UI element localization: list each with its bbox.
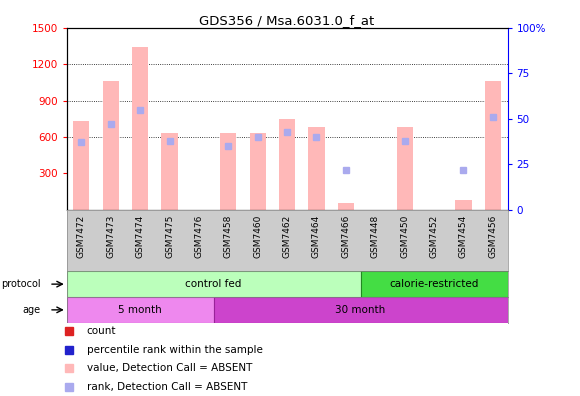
Text: GSM7448: GSM7448 (371, 215, 380, 258)
Text: calorie-restricted: calorie-restricted (389, 279, 478, 289)
Text: GSM7473: GSM7473 (106, 215, 115, 258)
Bar (132, 47, 148, 210)
Bar (103, 81, 119, 210)
Bar (73, 121, 89, 210)
Text: GSM7475: GSM7475 (165, 215, 174, 258)
Bar (309, 127, 325, 210)
Bar (249, 133, 266, 210)
Bar (213, 297, 508, 323)
Text: GSM7460: GSM7460 (253, 215, 262, 258)
Bar (485, 81, 501, 210)
Bar (220, 133, 237, 210)
Bar (361, 271, 508, 297)
Bar (161, 133, 177, 210)
Text: GSM7466: GSM7466 (342, 215, 350, 258)
Bar (455, 200, 472, 210)
Bar (67, 271, 361, 297)
Text: 30 month: 30 month (335, 305, 386, 315)
Text: rank, Detection Call = ABSENT: rank, Detection Call = ABSENT (87, 382, 247, 392)
Text: GSM7464: GSM7464 (312, 215, 321, 258)
Bar (67, 297, 213, 323)
Text: GSM7458: GSM7458 (224, 215, 233, 258)
Bar (338, 203, 354, 210)
Bar (397, 127, 413, 210)
Text: GSM7452: GSM7452 (430, 215, 438, 258)
Text: 5 month: 5 month (118, 305, 162, 315)
Bar (279, 119, 295, 210)
Text: GSM7456: GSM7456 (488, 215, 497, 258)
Text: age: age (22, 305, 40, 315)
Text: count: count (87, 326, 116, 336)
Text: GSM7450: GSM7450 (400, 215, 409, 258)
Text: GSM7474: GSM7474 (136, 215, 144, 258)
Text: protocol: protocol (1, 279, 40, 289)
Text: GSM7472: GSM7472 (77, 215, 86, 258)
Text: GSM7462: GSM7462 (282, 215, 292, 258)
Text: value, Detection Call = ABSENT: value, Detection Call = ABSENT (87, 364, 252, 373)
Title: GDS356 / Msa.6031.0_f_at: GDS356 / Msa.6031.0_f_at (200, 13, 375, 27)
Text: control fed: control fed (186, 279, 242, 289)
Text: percentile rank within the sample: percentile rank within the sample (87, 345, 263, 355)
Text: GSM7476: GSM7476 (194, 215, 204, 258)
Text: GSM7454: GSM7454 (459, 215, 468, 258)
